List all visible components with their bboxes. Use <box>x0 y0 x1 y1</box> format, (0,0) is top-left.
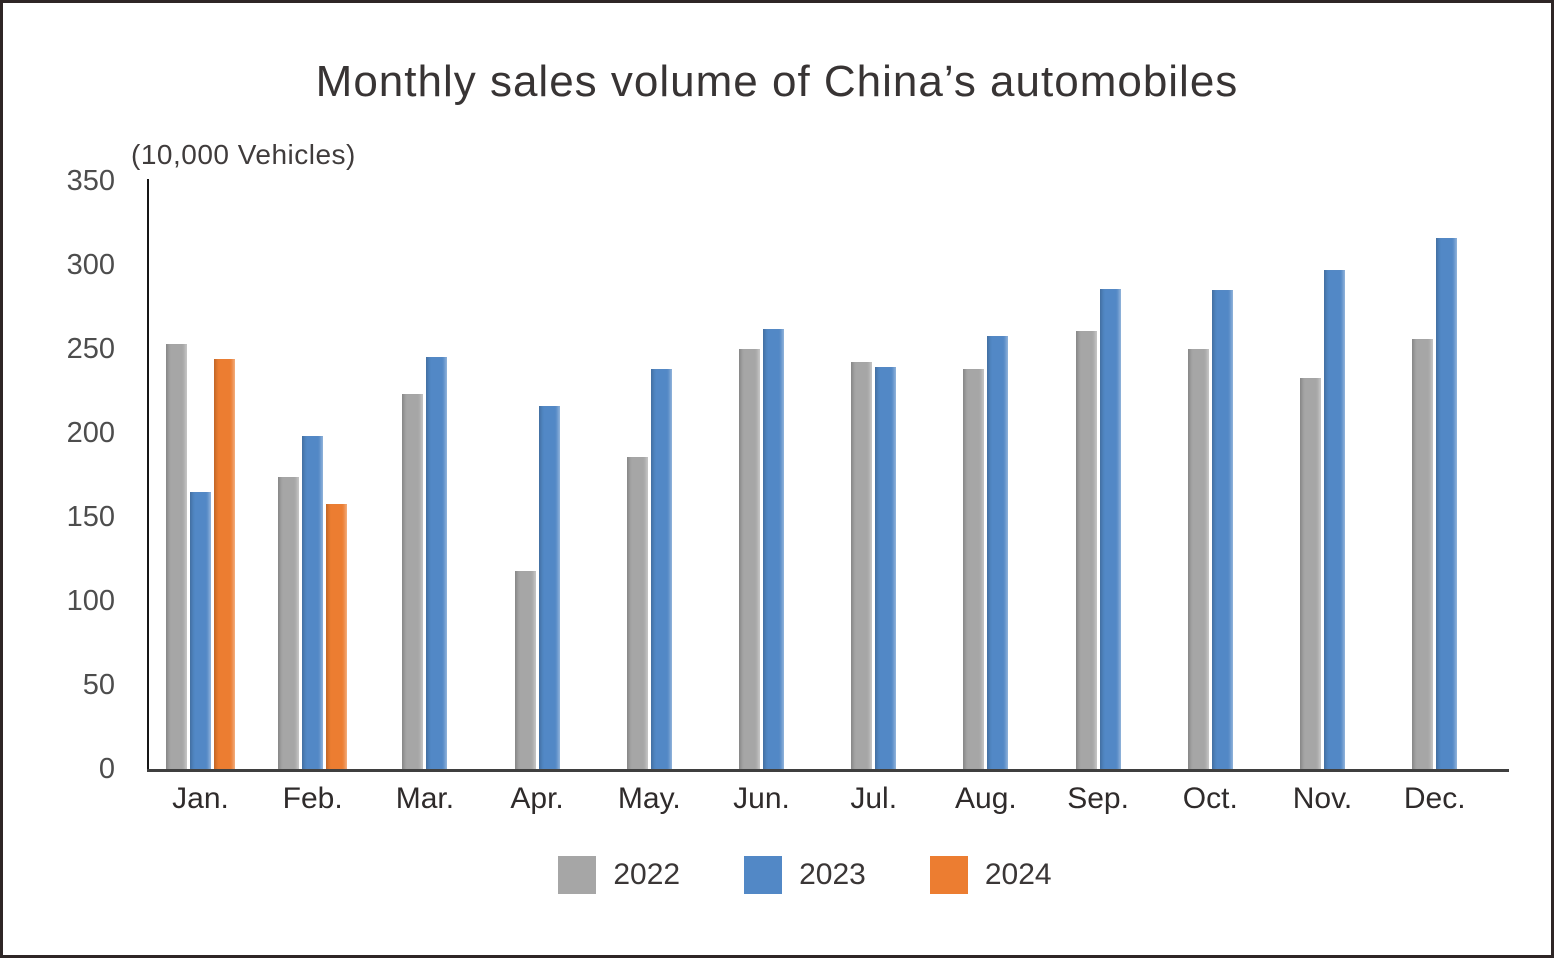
bar-2024-jan <box>214 359 235 769</box>
x-label-feb: Feb. <box>282 782 343 815</box>
bar-2022-dec <box>1412 338 1434 769</box>
bar-2022-jul <box>851 362 873 769</box>
bar-2023-aug <box>987 335 1009 769</box>
bar-2022-jun <box>739 349 760 769</box>
bar-2023-jul <box>875 367 897 769</box>
bar-2023-mar <box>426 357 448 769</box>
bar-2022-mar <box>402 394 424 769</box>
y-tick-350: 350 <box>66 165 115 197</box>
y-tick-0: 0 <box>98 753 115 785</box>
bar-2022-nov <box>1300 377 1321 769</box>
bar-2022-aug <box>963 369 985 769</box>
bar-group-jul <box>818 181 930 769</box>
legend-label-2023: 2023 <box>799 858 866 891</box>
bar-2022-may <box>626 456 648 769</box>
x-axis-line <box>147 769 1509 772</box>
bar-2024-feb <box>326 503 348 769</box>
bar-group-mar <box>369 181 481 769</box>
legend-item-2024: 2024 <box>929 856 1052 894</box>
y-tick-200: 200 <box>66 417 115 449</box>
x-label-may: May. <box>617 782 681 815</box>
x-label-aug: Aug. <box>955 782 1017 815</box>
bar-group-sep <box>1042 181 1154 769</box>
y-tick-50: 50 <box>82 669 115 701</box>
bar-2022-apr <box>514 570 536 769</box>
legend: 2022 2023 2024 <box>31 856 1554 894</box>
bar-2022-sep <box>1075 330 1097 769</box>
bar-2023-dec <box>1436 238 1458 769</box>
bar-2023-jun <box>763 328 784 769</box>
y-axis-line <box>147 179 149 771</box>
bar-2022-jan <box>166 343 187 769</box>
bar-2023-jan <box>190 491 211 769</box>
bar-2022-feb <box>278 476 300 769</box>
x-label-jun: Jun. <box>733 782 790 815</box>
bar-group-dec <box>1379 181 1491 769</box>
bar-group-jun <box>706 181 818 769</box>
y-tick-100: 100 <box>66 585 115 617</box>
y-tick-150: 150 <box>66 501 115 533</box>
x-label-dec: Dec. <box>1403 782 1466 815</box>
legend-label-2024: 2024 <box>984 858 1052 891</box>
x-label-jul: Jul. <box>850 782 898 815</box>
bar-group-may <box>593 181 705 769</box>
legend-swatch-2023 <box>744 856 783 894</box>
x-label-mar: Mar. <box>395 782 455 815</box>
legend-item-2022: 2022 <box>558 856 680 894</box>
y-tick-300: 300 <box>66 249 115 281</box>
bar-2023-sep <box>1099 288 1121 769</box>
bar-group-nov <box>1267 181 1379 769</box>
bar-group-oct <box>1154 181 1266 769</box>
bar-2023-apr <box>538 406 560 769</box>
bar-2023-feb <box>302 436 324 769</box>
bar-group-feb <box>257 181 369 769</box>
bar-2023-may <box>650 369 672 769</box>
bar-2023-oct <box>1211 290 1233 769</box>
legend-swatch-2022 <box>558 856 597 894</box>
x-label-apr: Apr. <box>510 782 564 815</box>
x-label-oct: Oct. <box>1182 782 1238 815</box>
y-axis-unit-label: (10,000 Vehicles) <box>131 139 356 170</box>
legend-item-2023: 2023 <box>744 856 866 894</box>
bar-group-jan <box>145 181 257 769</box>
bar-group-aug <box>930 181 1042 769</box>
bar-group-apr <box>481 181 593 769</box>
legend-swatch-2024 <box>929 856 968 894</box>
bar-2023-nov <box>1324 270 1345 769</box>
legend-label-2022: 2022 <box>613 858 681 891</box>
bar-2022-oct <box>1187 349 1209 769</box>
chart-title: Monthly sales volume of China’s automobi… <box>315 57 1239 106</box>
x-label-sep: Sep. <box>1067 782 1129 815</box>
x-label-jan: Jan. <box>172 782 229 815</box>
y-tick-250: 250 <box>66 333 115 365</box>
x-label-nov: Nov. <box>1292 782 1353 815</box>
